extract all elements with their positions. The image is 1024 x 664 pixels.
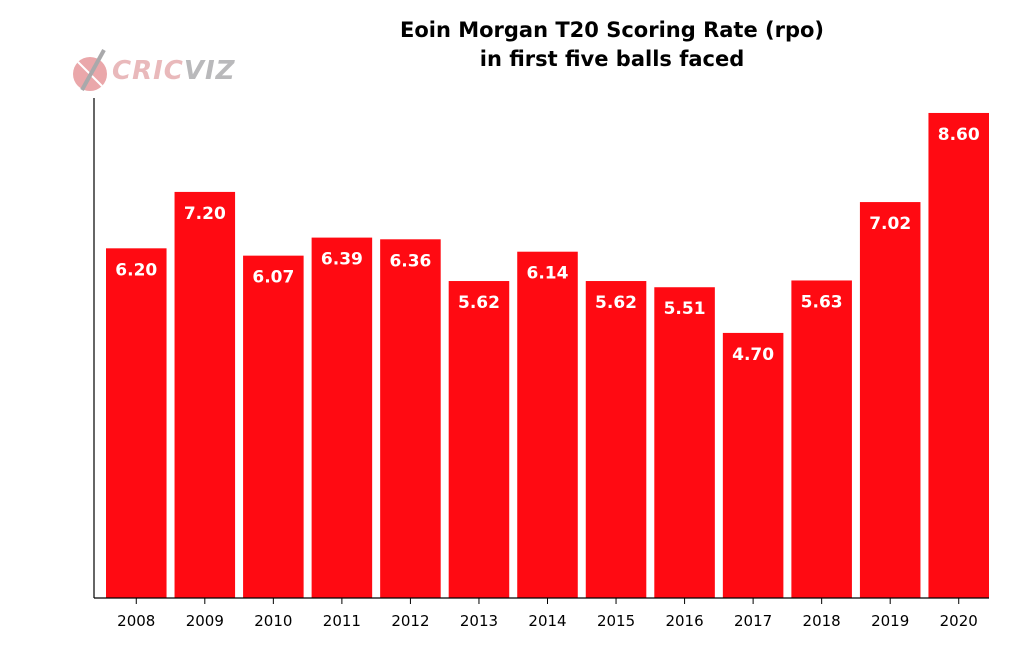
x-tick-label-2016: 2016 [665, 612, 703, 630]
data-label-2012: 6.36 [389, 251, 431, 271]
chart-title-line1: Eoin Morgan T20 Scoring Rate (rpo) [399, 18, 825, 42]
x-tick-label-2020: 2020 [940, 612, 978, 630]
bar-2013 [448, 281, 510, 598]
bar-2012 [380, 239, 441, 598]
bar-2020 [928, 112, 989, 599]
data-label-2016: 5.51 [664, 299, 706, 319]
x-tick-label-2017: 2017 [734, 612, 772, 630]
x-tick-label-2019: 2019 [871, 612, 909, 630]
x-tick-label-2011: 2011 [323, 612, 361, 630]
chart-title-line2: in first five balls faced [479, 47, 745, 71]
bar-2016 [654, 287, 715, 598]
data-label-2019: 7.02 [869, 214, 911, 234]
bar-2018 [791, 280, 852, 598]
bar-2017 [722, 332, 784, 598]
data-label-2013: 5.62 [458, 293, 500, 313]
bar-2010 [243, 255, 304, 599]
bar-2011 [311, 237, 373, 598]
logo-wordmark-part1: CRIC [112, 56, 184, 86]
x-tick-label-2014: 2014 [528, 612, 566, 630]
x-tick-label-2013: 2013 [460, 612, 498, 630]
data-label-2017: 4.70 [732, 345, 774, 365]
data-label-2015: 5.62 [595, 293, 637, 313]
x-tick-label-2009: 2009 [186, 612, 224, 630]
x-tick-label-2008: 2008 [117, 612, 155, 630]
data-label-2009: 7.20 [184, 204, 226, 224]
data-label-2018: 5.63 [801, 292, 843, 312]
data-label-2008: 6.20 [115, 260, 157, 280]
logo-wordmark-part2: VIZ [183, 56, 236, 86]
data-label-2020: 8.60 [938, 125, 980, 145]
bar-2015 [585, 281, 647, 598]
x-tick-label-2010: 2010 [254, 612, 292, 630]
x-tick-label-2012: 2012 [391, 612, 429, 630]
data-label-2014: 6.14 [527, 264, 569, 284]
data-label-2011: 6.39 [321, 250, 363, 270]
logo-wordmark: CRICVIZ [112, 56, 236, 86]
data-label-2010: 6.07 [252, 268, 294, 288]
bar-2014 [517, 251, 578, 599]
bar-2008 [106, 248, 167, 598]
cricviz-logo: CRICVIZ [68, 46, 235, 96]
x-tick-label-2018: 2018 [803, 612, 841, 630]
cricket-ball-logo-icon [73, 49, 107, 91]
bar-2009 [174, 191, 236, 599]
bar-2019 [859, 202, 921, 598]
x-tick-label-2015: 2015 [597, 612, 635, 630]
